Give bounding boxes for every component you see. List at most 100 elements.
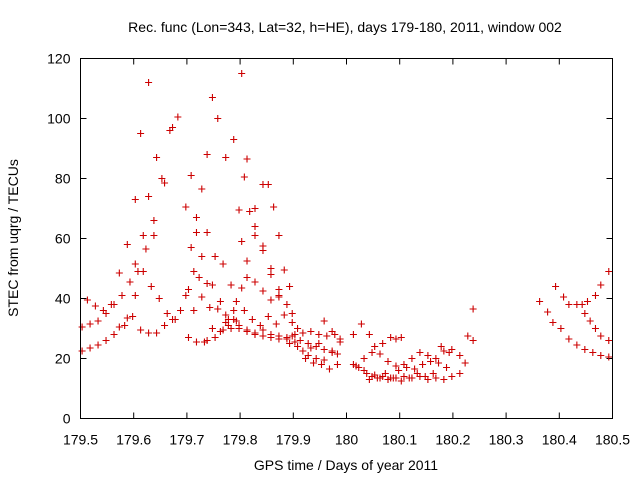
data-point (86, 320, 94, 328)
data-point (280, 311, 288, 319)
data-point (190, 307, 198, 314)
data-point (352, 362, 360, 370)
data-point (115, 323, 123, 331)
data-point (286, 283, 294, 290)
data-point (118, 292, 126, 299)
data-point (251, 331, 259, 338)
data-point (299, 347, 307, 355)
data-point (211, 253, 219, 260)
data-point (169, 124, 177, 131)
x-tick-label: 179.7 (169, 432, 204, 448)
data-point (83, 296, 91, 304)
data-point (581, 310, 589, 317)
data-point (211, 334, 219, 341)
data-point (251, 278, 259, 286)
data-point (264, 313, 272, 320)
data-point (139, 232, 147, 239)
data-point (411, 365, 419, 373)
data-point (320, 317, 328, 325)
data-point (153, 154, 161, 161)
data-point (387, 334, 395, 341)
data-point (259, 332, 267, 340)
x-tick-label: 180.1 (382, 432, 417, 448)
data-point (192, 214, 200, 221)
data-point (243, 326, 251, 334)
data-point (195, 274, 203, 281)
data-point (288, 319, 296, 326)
data-point (267, 334, 275, 341)
data-point (440, 376, 448, 383)
data-point (192, 338, 200, 346)
data-point (272, 320, 280, 328)
data-point (264, 181, 272, 188)
data-point (246, 208, 254, 215)
data-point (597, 281, 605, 289)
data-point (464, 332, 472, 340)
data-point (389, 374, 397, 382)
data-point (403, 364, 411, 371)
data-point (405, 374, 413, 382)
data-point (424, 352, 432, 359)
data-point (267, 296, 275, 304)
data-point (248, 316, 256, 323)
data-point (379, 340, 387, 347)
data-point (203, 229, 211, 236)
data-point (469, 337, 477, 344)
data-point (243, 257, 251, 265)
data-point (560, 293, 568, 301)
data-point (243, 274, 251, 281)
x-tick-label: 180.2 (435, 432, 470, 448)
x-tick-label: 179.8 (223, 432, 258, 448)
data-point (408, 355, 416, 362)
data-point (456, 370, 464, 377)
data-point (589, 349, 597, 356)
data-point (307, 344, 315, 352)
data-point (325, 365, 333, 373)
data-point (182, 203, 190, 211)
x-tick-label: 179.9 (276, 432, 311, 448)
data-point (150, 217, 158, 224)
data-point (137, 130, 145, 137)
data-point (371, 343, 379, 350)
y-tick-label: 80 (55, 171, 71, 187)
data-point (126, 278, 134, 286)
data-point (605, 268, 613, 275)
y-tick-label: 40 (55, 291, 71, 307)
x-tick-label: 180.5 (595, 432, 630, 448)
data-point (448, 373, 456, 380)
data-point (578, 301, 586, 308)
data-point (443, 364, 451, 371)
data-point (208, 94, 216, 101)
data-point (270, 203, 278, 211)
data-point (456, 352, 464, 359)
data-point (365, 376, 373, 383)
data-point (288, 332, 296, 340)
data-point (78, 347, 86, 355)
data-point (123, 314, 131, 322)
data-point (203, 280, 211, 287)
data-point (174, 113, 182, 121)
data-point (214, 305, 222, 313)
data-point (400, 373, 408, 380)
data-point (216, 298, 224, 305)
data-point (315, 340, 323, 347)
data-point (581, 346, 589, 353)
data-points (78, 70, 613, 385)
data-point (291, 338, 299, 346)
data-point (161, 322, 169, 329)
data-point (317, 361, 325, 368)
data-point (235, 206, 243, 214)
data-point (259, 287, 267, 295)
x-tick-label: 180.4 (542, 432, 577, 448)
plot-frame (80, 58, 613, 419)
data-point (376, 350, 384, 358)
data-point (227, 325, 235, 332)
data-point (557, 325, 565, 332)
data-point (230, 307, 238, 314)
y-tick-label: 100 (47, 111, 71, 127)
data-point (397, 377, 405, 385)
y-tick-label: 120 (47, 51, 71, 67)
data-point (145, 193, 153, 200)
data-point (198, 253, 206, 260)
data-point (315, 331, 323, 338)
